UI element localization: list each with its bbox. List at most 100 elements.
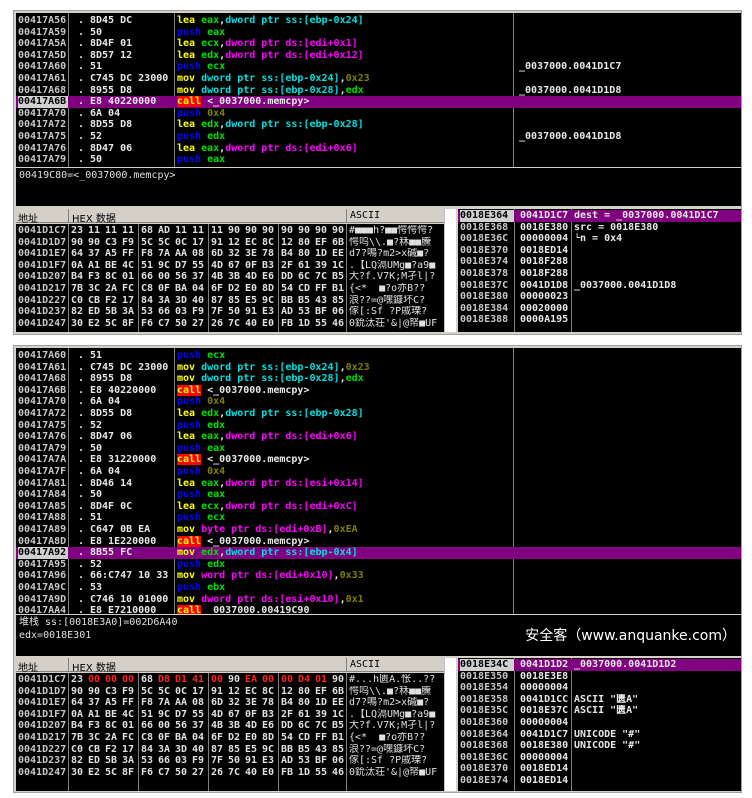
hex-byte[interactable]: 2A — [105, 732, 118, 743]
hex-byte[interactable]: FF — [315, 283, 328, 294]
hex-byte[interactable]: 66 — [158, 306, 171, 318]
hex-byte[interactable]: 2A — [105, 283, 118, 294]
dump-row[interactable]: 0041D1C7 23 11 11 11 68 AD 11 11 11 90 90 90 90 90 90 90… — [16, 225, 444, 237]
hex-byte[interactable]: 66 — [141, 720, 154, 732]
hex-byte[interactable]: C0 — [71, 743, 84, 755]
hex-byte[interactable]: E6 — [262, 720, 275, 732]
hex-byte[interactable]: 55 — [315, 317, 328, 329]
hex-byte[interactable]: 56 — [175, 720, 188, 732]
hex-byte[interactable]: 91 — [211, 236, 224, 248]
hex-byte[interactable]: 61 — [298, 708, 311, 720]
stack-pane[interactable]: 0018E364 0041D1C7 dest = _0037000.0041D1C7… — [458, 209, 741, 332]
hex-byte[interactable]: 50 — [175, 766, 188, 778]
hex-byte[interactable]: 80 — [298, 685, 311, 697]
hex-byte[interactable]: 91 — [211, 685, 224, 697]
hex-byte[interactable]: 32 — [228, 248, 241, 260]
hex-byte[interactable]: 8D — [262, 732, 275, 743]
hex-byte[interactable]: EA — [245, 674, 258, 685]
disasm-row[interactable]: 00417A61. C745 DC 23000 mov dword ptr ss:[… — [16, 362, 741, 374]
hex-byte[interactable]: 06 — [332, 306, 345, 318]
hex-byte[interactable]: 51 — [141, 259, 154, 271]
hex-byte[interactable]: 3E — [245, 697, 258, 709]
hex-byte[interactable]: 0C — [175, 236, 188, 248]
hex-byte[interactable]: 78 — [262, 697, 275, 709]
hex-byte[interactable]: BB — [281, 743, 294, 755]
hex-byte[interactable]: 11 — [175, 225, 188, 236]
hex-byte[interactable]: 7B — [71, 283, 84, 294]
hex-byte[interactable]: 5C — [141, 685, 154, 697]
hex-byte[interactable]: 37 — [192, 720, 205, 732]
dump-row[interactable]: 0041D1F7 0A A1 BE 4C 51 9C D7 55 4D 67 0F B3 2F 61 39 1C… — [16, 260, 444, 272]
hex-byte[interactable]: A5 — [105, 248, 118, 260]
hex-byte[interactable]: 26 — [211, 766, 224, 778]
hex-byte[interactable]: 90 — [281, 225, 294, 236]
stack-row[interactable]: 0018E350 0018E3E8 — [458, 671, 741, 683]
hex-byte[interactable]: 2F — [281, 259, 294, 271]
hex-byte[interactable]: E3 — [262, 755, 275, 767]
hex-byte[interactable]: 40 — [192, 743, 205, 755]
hex-byte[interactable]: 11 — [192, 225, 205, 236]
hex-byte[interactable]: 90 — [332, 674, 345, 685]
hex-byte[interactable]: D4 — [298, 674, 311, 685]
hex-byte[interactable]: 43 — [315, 294, 328, 306]
hex-byte[interactable]: 68 — [141, 225, 154, 236]
hex-byte[interactable]: 50 — [228, 306, 241, 318]
disasm-row[interactable]: 00417A79. 50 push eax — [16, 443, 741, 455]
disasm-row[interactable]: 00417A92. 8B55 FC mov edx,dword ptr ss:[eb… — [16, 547, 741, 559]
hex-byte[interactable]: 7F — [211, 306, 224, 318]
hex-byte[interactable]: 84 — [141, 743, 154, 755]
hex-byte[interactable]: E6 — [262, 271, 275, 283]
dump-row[interactable]: 0041D207 B4 F3 8C 01 66 00 56 37 4B 3B 4D E6 DD 6C 7C B5… — [16, 720, 444, 732]
hex-byte[interactable]: 3C — [88, 283, 101, 294]
hex-byte[interactable]: 90 — [315, 225, 328, 236]
hex-byte[interactable]: 4D — [245, 720, 258, 732]
hex-byte[interactable]: 17 — [122, 743, 135, 755]
dump-row[interactable]: 0041D1E7 64 37 A5 FF F8 7A AA 08 6D 32 3E 78 B4 80 1D EE… — [16, 697, 444, 709]
stack-row[interactable]: 0018E364 0041D1C7 dest = _0037000.0041D1C7 — [458, 210, 741, 222]
hex-byte[interactable]: BE — [105, 259, 118, 271]
disasm-row[interactable]: 00417A88. 51 push ecx — [16, 512, 741, 524]
stack-row[interactable]: 0018E358 0041D1CC ASCII "匮A" — [458, 694, 741, 706]
hex-byte[interactable]: 51 — [141, 708, 154, 720]
dump-row[interactable]: 0041D217 7B 3C 2A FC C8 0F BA 04 6F D2 E0 8D 54 CD FF B1… — [16, 283, 444, 295]
hex-byte[interactable]: 1D — [315, 248, 328, 260]
hex-byte[interactable]: 6B — [332, 236, 345, 248]
stack-row[interactable]: 0018E380 00000023 — [458, 291, 741, 303]
hex-byte[interactable]: 01 — [315, 674, 328, 685]
disasm-row[interactable]: 00417A75. 52 push edx _0037000.0041D1D8 — [16, 131, 741, 143]
hex-byte[interactable]: F6 — [141, 766, 154, 778]
hex-byte[interactable]: 6F — [211, 732, 224, 743]
hex-byte[interactable]: F8 — [141, 248, 154, 260]
disasm-row[interactable]: 00417A7F. 6A 04 push 0x4 — [16, 466, 741, 478]
disasm-row[interactable]: 00417A72. 8D55 D8 lea edx,dword ptr ss:[eb… — [16, 119, 741, 131]
disasm-row[interactable]: 00417A76. 8D47 06 lea eax,dword ptr ds:[ed… — [16, 143, 741, 155]
hex-byte[interactable]: 64 — [71, 248, 84, 260]
disasm-row[interactable]: 00417A95. 52 push edx — [16, 559, 741, 571]
hex-byte[interactable]: 0F — [245, 259, 258, 271]
disasm-row[interactable]: 00417A76. 8D47 06 lea eax,dword ptr ds:[ed… — [16, 431, 741, 443]
hex-byte[interactable]: 7F — [211, 755, 224, 767]
hex-byte[interactable]: DD — [281, 720, 294, 732]
hex-byte[interactable]: 17 — [192, 685, 205, 697]
hex-byte[interactable]: 9C — [158, 708, 171, 720]
hex-byte[interactable]: BA — [175, 283, 188, 294]
hex-byte[interactable]: 0A — [71, 259, 84, 271]
dump-row[interactable]: 0041D1F7 0A A1 BE 4C 51 9C D7 55 4D 67 0F B3 2F 61 39 1C… — [16, 709, 444, 721]
hex-byte[interactable]: 4D — [245, 271, 258, 283]
hex-byte[interactable]: 7A — [158, 697, 171, 709]
hex-byte[interactable]: 3D — [175, 294, 188, 306]
header-address[interactable]: 地址 — [18, 663, 38, 674]
stack-row[interactable]: 0018E37C 0041D1D8 _0037000.0041D1D8 — [458, 280, 741, 292]
hex-byte[interactable]: 3E — [245, 248, 258, 260]
hex-byte[interactable]: B4 — [281, 697, 294, 709]
hex-byte[interactable]: D7 — [175, 708, 188, 720]
hex-byte[interactable]: 90 — [71, 685, 84, 697]
hex-byte[interactable]: F2 — [105, 294, 118, 306]
hex-byte[interactable]: 8F — [122, 317, 135, 329]
hex-byte[interactable]: 55 — [192, 259, 205, 271]
hex-byte[interactable]: FB — [281, 317, 294, 329]
hex-byte[interactable]: 53 — [141, 306, 154, 318]
hex-byte[interactable]: F2 — [105, 743, 118, 755]
disasm-row[interactable]: 00417A7A. E8 31220000 call <_0037000.memcp… — [16, 454, 741, 466]
hex-byte[interactable]: 00 — [158, 720, 171, 732]
